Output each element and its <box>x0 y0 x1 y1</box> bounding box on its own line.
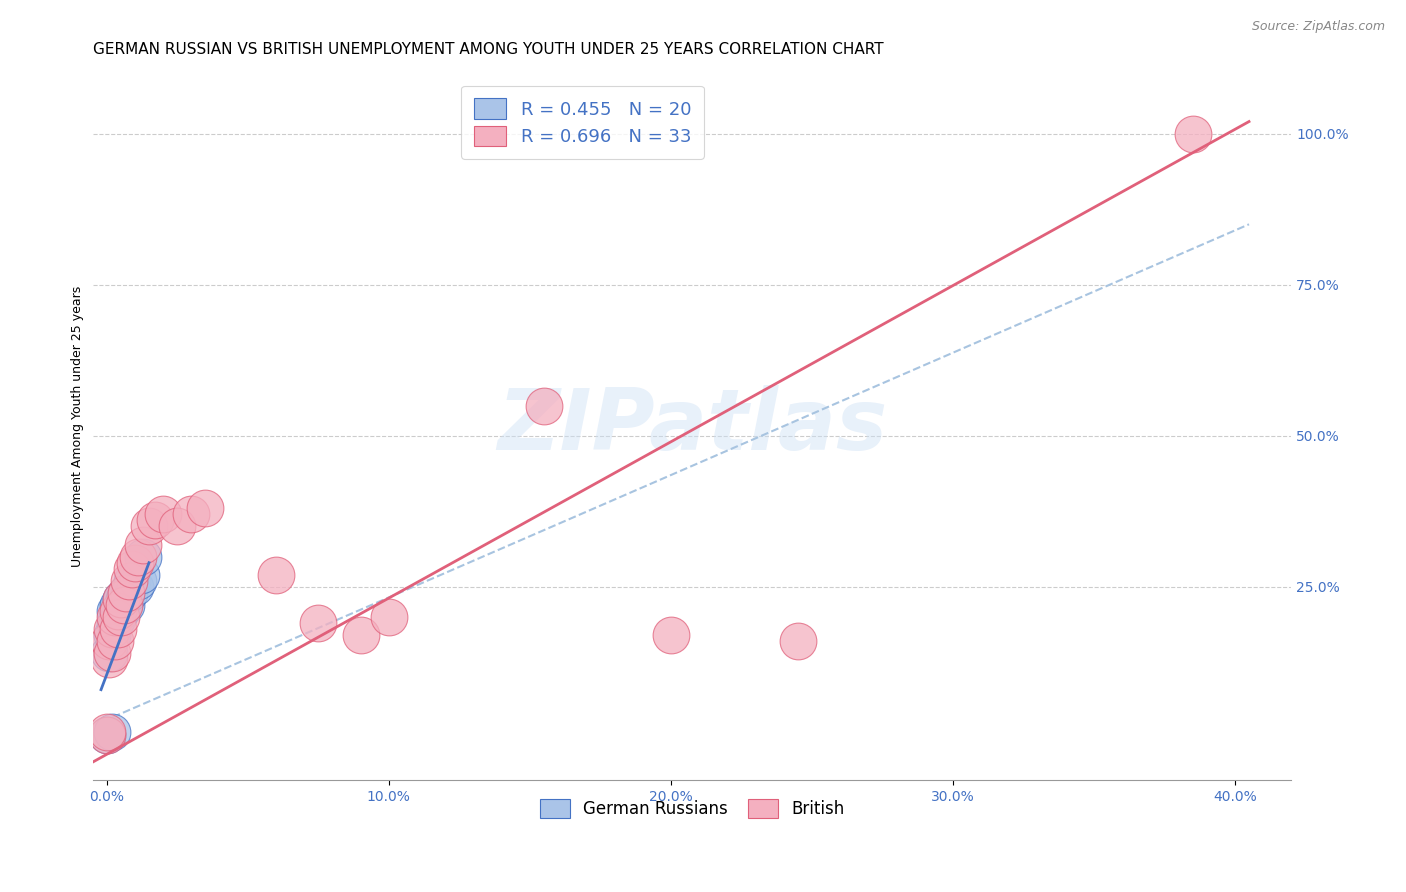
Text: ZIPatlas: ZIPatlas <box>496 385 887 468</box>
Point <box>180 508 202 522</box>
Point <box>115 586 138 600</box>
Point <box>107 598 129 612</box>
Point <box>110 592 132 607</box>
Point <box>377 610 399 624</box>
Point <box>166 519 188 533</box>
Point <box>786 634 808 648</box>
Point <box>96 725 118 739</box>
Point <box>118 586 141 600</box>
Point <box>143 513 166 527</box>
Point <box>110 604 132 618</box>
Point <box>96 728 118 742</box>
Point <box>194 501 217 516</box>
Point <box>112 598 135 612</box>
Point <box>98 634 121 648</box>
Point <box>115 586 138 600</box>
Point <box>101 622 124 636</box>
Point <box>96 728 118 742</box>
Point <box>124 580 146 594</box>
Point <box>132 538 155 552</box>
Point <box>98 652 121 666</box>
Point <box>138 519 160 533</box>
Point <box>533 399 555 413</box>
Point <box>129 567 152 582</box>
Point <box>107 610 129 624</box>
Point <box>112 592 135 607</box>
Point <box>107 622 129 636</box>
Point <box>112 598 135 612</box>
Point <box>152 508 174 522</box>
Point <box>98 646 121 660</box>
Point <box>121 562 143 576</box>
Point <box>101 646 124 660</box>
Legend: German Russians, British: German Russians, British <box>533 792 851 825</box>
Point <box>264 567 287 582</box>
Point <box>121 574 143 588</box>
Point <box>104 610 127 624</box>
Point <box>104 616 127 631</box>
Point <box>104 634 127 648</box>
Point <box>659 628 682 642</box>
Point <box>1181 127 1204 141</box>
Point <box>107 604 129 618</box>
Text: Source: ZipAtlas.com: Source: ZipAtlas.com <box>1251 20 1385 33</box>
Point <box>101 628 124 642</box>
Y-axis label: Unemployment Among Youth under 25 years: Unemployment Among Youth under 25 years <box>72 286 84 567</box>
Point <box>132 549 155 564</box>
Point <box>349 628 371 642</box>
Point <box>124 556 146 570</box>
Point <box>127 574 149 588</box>
Point <box>307 616 329 631</box>
Point <box>110 610 132 624</box>
Point <box>115 598 138 612</box>
Point <box>110 592 132 607</box>
Point <box>127 549 149 564</box>
Point <box>118 574 141 588</box>
Point <box>104 604 127 618</box>
Point <box>101 725 124 739</box>
Text: GERMAN RUSSIAN VS BRITISH UNEMPLOYMENT AMONG YOUTH UNDER 25 YEARS CORRELATION CH: GERMAN RUSSIAN VS BRITISH UNEMPLOYMENT A… <box>93 42 883 57</box>
